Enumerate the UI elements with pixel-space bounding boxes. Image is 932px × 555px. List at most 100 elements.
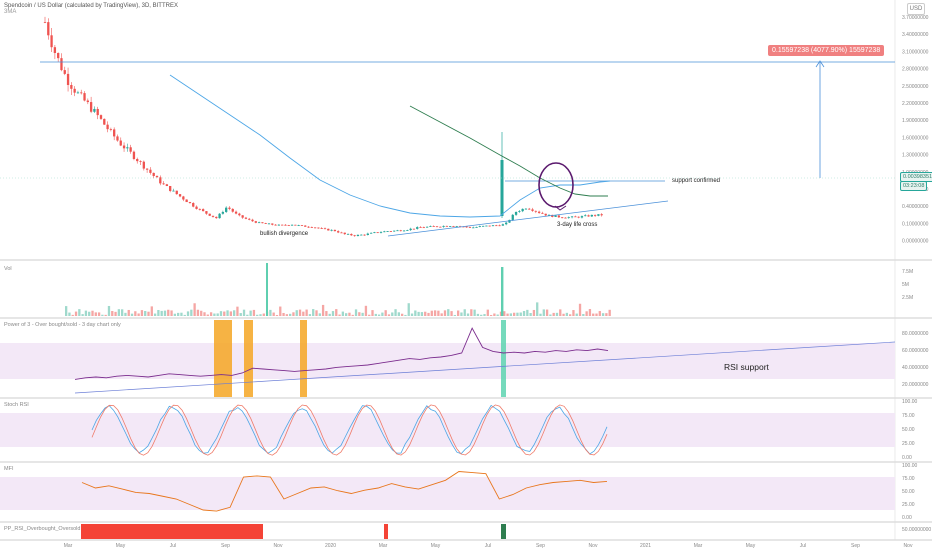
volume-axis-tick: 7.5M	[902, 269, 913, 275]
volume-bar	[91, 310, 94, 316]
oversold-block-2	[384, 524, 388, 539]
volume-bar	[364, 305, 368, 316]
volume-bar	[157, 310, 160, 316]
volume-bar	[302, 311, 305, 316]
candle-body	[155, 176, 159, 178]
volume-bar	[516, 312, 519, 316]
volume-bar	[213, 313, 216, 316]
green-moving-average	[409, 105, 608, 197]
time-axis-tick: Sep	[536, 543, 545, 549]
volume-bar	[111, 311, 114, 316]
volume-bar	[486, 309, 489, 316]
candle-body	[429, 226, 432, 227]
volume-bar	[519, 312, 522, 316]
measure-tag: 0.15597238 (4077.90%) 15597238	[768, 45, 885, 56]
candle-body	[524, 208, 528, 210]
volume-bar	[562, 313, 565, 316]
panel-separators	[0, 0, 932, 541]
candle-body	[238, 213, 241, 216]
candle-body	[248, 218, 251, 220]
candle-body	[356, 234, 360, 236]
volume-bar	[335, 309, 338, 316]
candle-body	[317, 227, 320, 229]
time-axis-tick: May	[746, 543, 756, 549]
volume-bar	[585, 311, 588, 316]
candle-body	[310, 227, 313, 228]
price-axis-tick: 3.10000000	[902, 49, 929, 55]
volume-bar	[246, 314, 249, 316]
candle-body	[495, 225, 498, 227]
candle-body	[531, 209, 534, 211]
mfi-axis-tick: 100.00	[902, 463, 918, 469]
volume-bar	[308, 314, 312, 316]
volume-bar	[328, 313, 331, 316]
candle-body	[277, 224, 281, 226]
volume-bar	[338, 314, 341, 316]
candle-body	[287, 225, 290, 226]
volume-bar	[219, 311, 223, 316]
volume-pane	[65, 263, 611, 316]
price-axis-tick: 3.40000000	[902, 32, 929, 38]
candle-body	[597, 214, 600, 216]
stoch-rsi-pane	[0, 404, 895, 456]
candle-body	[419, 227, 422, 228]
candle-body	[241, 215, 244, 218]
volume-bar	[190, 309, 193, 316]
candle-body	[83, 93, 86, 101]
candle-body	[534, 210, 537, 212]
volume-bar	[565, 312, 569, 316]
volume-bar	[74, 311, 78, 316]
candle-body	[564, 217, 567, 219]
candle-body	[60, 58, 63, 71]
volume-bar	[457, 310, 460, 316]
rsi-line	[74, 327, 609, 380]
rsi-pane	[0, 320, 896, 397]
time-axis-tick: Mar	[64, 543, 73, 549]
currency-button[interactable]: USD	[907, 3, 925, 15]
candle-body	[386, 231, 389, 232]
price-axis-tick: 0.10000000	[902, 221, 929, 227]
volume-bar	[252, 309, 256, 316]
candle-body	[501, 224, 505, 226]
mfi-line	[81, 471, 608, 512]
candle-body	[528, 208, 531, 210]
volume-bar	[414, 310, 417, 316]
volume-bar	[259, 314, 262, 316]
volume-bar	[124, 312, 127, 316]
volume-bar	[598, 311, 601, 316]
candle-body	[195, 206, 198, 209]
volume-bar	[239, 313, 242, 316]
volume-bar	[506, 313, 509, 316]
candle-body	[425, 226, 429, 228]
volume-bar	[312, 309, 315, 316]
volume-bar	[552, 312, 555, 316]
candle-body	[304, 225, 307, 227]
rsi-support-label: RSI support	[724, 362, 769, 372]
candle-body	[274, 224, 277, 226]
rsi-band	[0, 343, 895, 379]
time-axis-tick: Nov	[904, 543, 913, 549]
volume-bar	[65, 306, 68, 316]
support-confirmed-label: support confirmed	[672, 178, 721, 184]
volume-bar	[88, 311, 91, 316]
oversold-block	[81, 524, 263, 539]
price-axis-tick: 3.70000000	[902, 15, 929, 21]
candle-body	[313, 227, 317, 229]
time-axis-tick: Mar	[379, 543, 388, 549]
volume-bar	[140, 310, 144, 316]
candle-body	[373, 232, 376, 234]
candle-body	[43, 21, 47, 23]
candle-body	[53, 47, 57, 54]
candle-body	[449, 226, 452, 227]
candle-body	[340, 232, 343, 234]
volume-bar	[298, 309, 302, 316]
volume-bar	[358, 312, 361, 316]
candle-body	[472, 227, 475, 229]
candle-body	[86, 100, 89, 103]
volume-bar	[81, 314, 84, 316]
candle-body	[399, 230, 402, 232]
volume-bar	[272, 312, 275, 316]
time-axis-tick: 2020	[325, 543, 336, 549]
candle-body	[481, 225, 485, 227]
